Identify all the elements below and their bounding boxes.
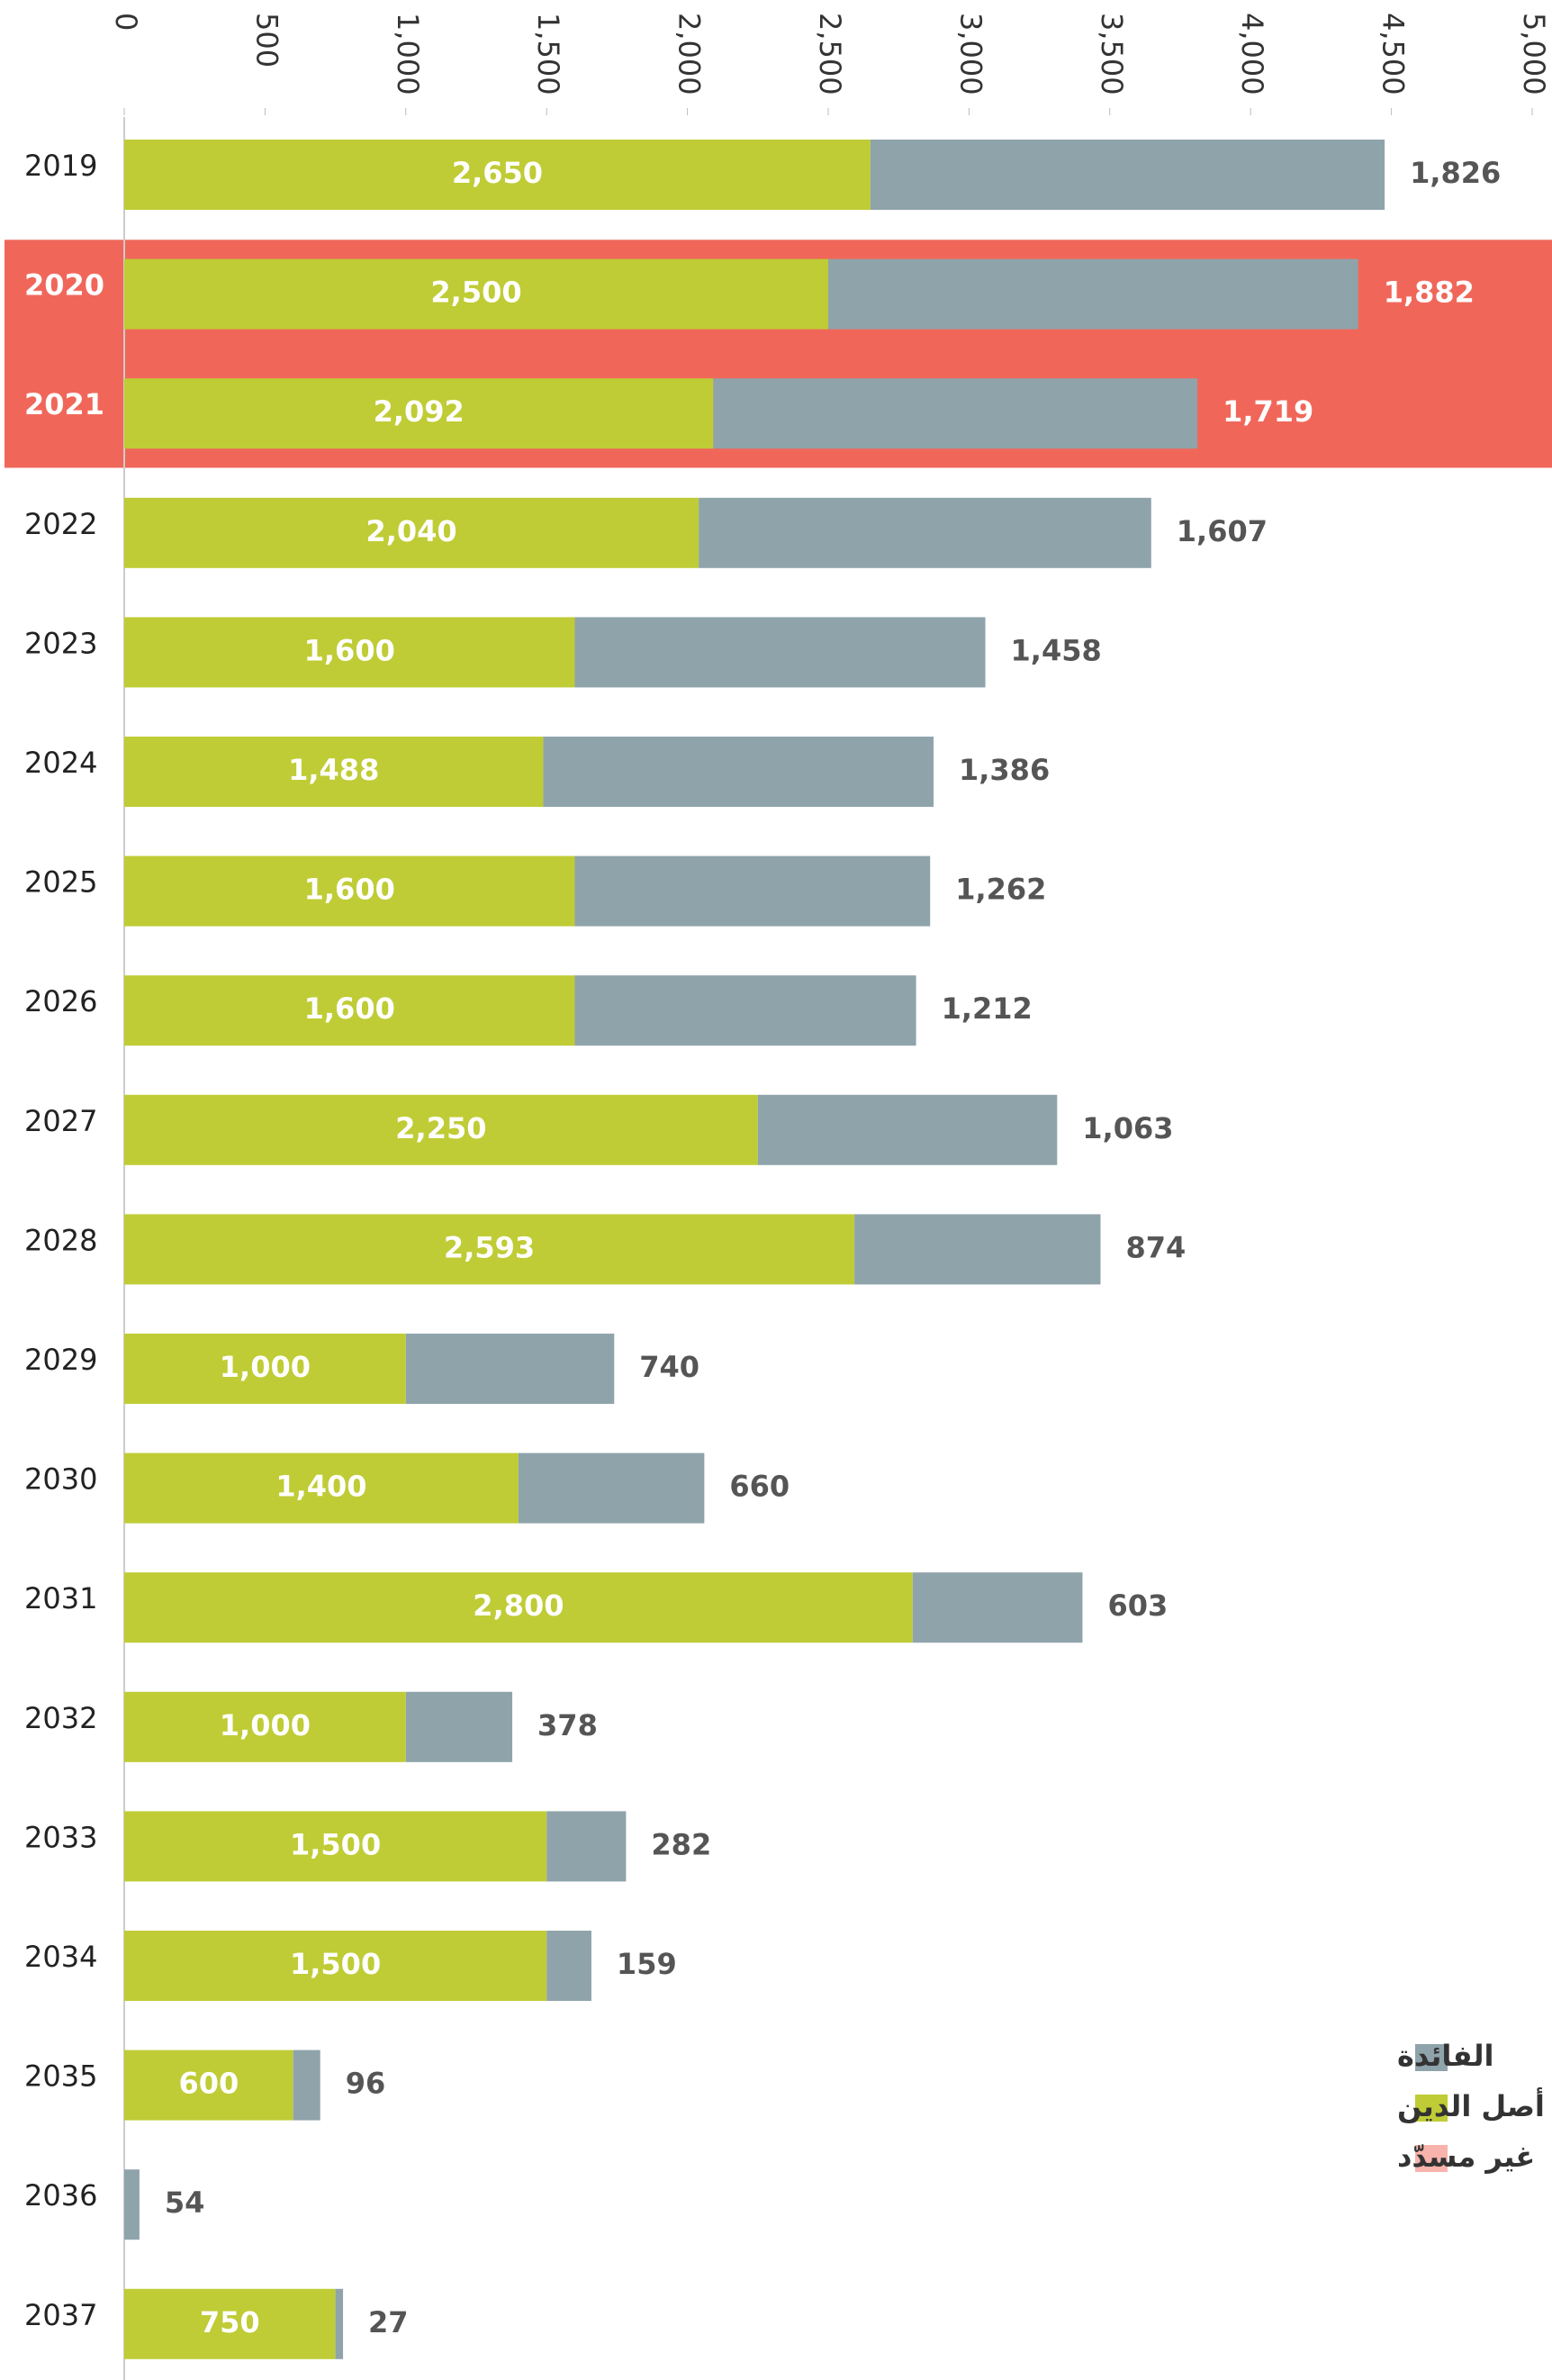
value-label: 2,650 bbox=[452, 156, 543, 190]
value-label: 27 bbox=[368, 2305, 409, 2339]
y-tick-label: 2023 bbox=[24, 626, 97, 660]
value-label: 1,262 bbox=[955, 873, 1046, 907]
bar-segment bbox=[913, 1572, 1083, 1642]
value-label: 1,458 bbox=[1011, 633, 1102, 667]
bar-segment bbox=[406, 1692, 512, 1762]
value-label: 740 bbox=[639, 1350, 699, 1384]
y-tick-label: 2020 bbox=[24, 268, 104, 303]
x-tick-label: 4,500 bbox=[1376, 13, 1411, 95]
bar-segment bbox=[871, 140, 1385, 210]
y-tick-label: 2036 bbox=[24, 2178, 97, 2213]
legend-label: أصل الدين bbox=[1397, 2087, 1545, 2123]
value-label: 96 bbox=[346, 2067, 386, 2101]
value-label: 1,600 bbox=[304, 633, 395, 667]
legend-label: غير مسدّد bbox=[1397, 2140, 1535, 2174]
x-tick-label: 1,500 bbox=[531, 13, 565, 95]
value-label: 159 bbox=[617, 1947, 677, 1981]
bar-segment bbox=[758, 1095, 1058, 1165]
bar-segment bbox=[336, 2289, 343, 2359]
value-label: 1,386 bbox=[959, 753, 1050, 787]
bar-segment bbox=[519, 1453, 704, 1524]
value-label: 2,250 bbox=[395, 1111, 486, 1145]
y-tick-label: 2025 bbox=[24, 865, 97, 900]
y-tick-label: 2031 bbox=[24, 1581, 97, 1615]
value-label: 1,882 bbox=[1384, 276, 1475, 310]
value-label: 1,063 bbox=[1082, 1111, 1173, 1145]
bar-segment bbox=[574, 856, 930, 927]
bar-segment bbox=[543, 737, 934, 807]
y-tick-label: 2019 bbox=[24, 149, 97, 183]
value-label: 2,040 bbox=[365, 514, 456, 548]
y-tick-label: 2028 bbox=[24, 1223, 97, 1257]
value-label: 1,000 bbox=[220, 1350, 311, 1384]
y-tick-label: 2032 bbox=[24, 1701, 97, 1735]
value-label: 1,500 bbox=[290, 1827, 381, 1861]
y-tick-label: 2022 bbox=[24, 507, 97, 541]
value-label: 1,000 bbox=[220, 1708, 311, 1742]
value-label: 378 bbox=[537, 1708, 598, 1742]
bar-segment bbox=[828, 259, 1358, 330]
value-label: 2,593 bbox=[444, 1230, 535, 1264]
value-label: 2,500 bbox=[430, 276, 521, 310]
value-label: 54 bbox=[165, 2185, 205, 2220]
x-tick-label: 3,000 bbox=[953, 13, 988, 95]
x-tick-label: 1,000 bbox=[391, 13, 425, 95]
y-tick-label: 2035 bbox=[24, 2059, 97, 2094]
value-label: 1,607 bbox=[1177, 514, 1268, 548]
value-label: 660 bbox=[729, 1470, 790, 1504]
value-label: 874 bbox=[1125, 1230, 1186, 1264]
x-tick-label: 2,000 bbox=[672, 13, 707, 95]
bar-segment bbox=[124, 2169, 140, 2240]
value-label: 1,600 bbox=[304, 873, 395, 907]
x-tick-label: 5,000 bbox=[1517, 13, 1551, 95]
y-tick-label: 2026 bbox=[24, 984, 97, 1018]
value-label: 1,719 bbox=[1223, 394, 1313, 429]
value-label: 600 bbox=[178, 2067, 239, 2101]
value-label: 1,826 bbox=[1410, 156, 1501, 190]
bar-segment bbox=[546, 1931, 591, 2001]
x-tick-label: 3,500 bbox=[1095, 13, 1129, 95]
bar-segment bbox=[699, 498, 1151, 568]
x-tick-label: 4,000 bbox=[1235, 13, 1269, 95]
chart: 0 500 1,000 1,500 2,000 2,500 3,000 3,500 4,000 4… bbox=[0, 0, 1552, 2380]
x-tick-label: 2,500 bbox=[813, 13, 847, 95]
y-tick-label: 2027 bbox=[24, 1104, 97, 1138]
bar-segment bbox=[546, 1811, 626, 1881]
value-label: 1,400 bbox=[275, 1470, 366, 1504]
value-label: 2,092 bbox=[374, 394, 465, 429]
x-tick-label: 500 bbox=[249, 13, 284, 68]
y-tick-label: 2030 bbox=[24, 1462, 97, 1497]
y-tick-label: 2029 bbox=[24, 1343, 97, 1377]
value-label: 282 bbox=[651, 1827, 711, 1861]
value-label: 1,600 bbox=[304, 991, 395, 1026]
value-label: 750 bbox=[200, 2305, 260, 2339]
bar-segment bbox=[713, 378, 1197, 448]
legend-label: الفائدة bbox=[1397, 2039, 1493, 2073]
y-tick-label: 2034 bbox=[24, 1940, 97, 1974]
x-tick-label: 0 bbox=[109, 13, 143, 31]
bar-segment bbox=[574, 617, 985, 687]
bar-segment bbox=[854, 1214, 1100, 1284]
bar-segment bbox=[293, 2050, 320, 2121]
y-tick-label: 2021 bbox=[24, 387, 104, 421]
value-label: 1,500 bbox=[290, 1947, 381, 1981]
value-label: 603 bbox=[1107, 1588, 1168, 1623]
value-label: 1,488 bbox=[288, 753, 379, 787]
y-tick-label: 2037 bbox=[24, 2298, 97, 2332]
value-label: 2,800 bbox=[473, 1588, 564, 1623]
y-tick-label: 2024 bbox=[24, 746, 97, 780]
value-label: 1,212 bbox=[942, 991, 1033, 1026]
bar-segment bbox=[406, 1334, 614, 1404]
bar-segment bbox=[574, 975, 916, 1045]
y-tick-label: 2033 bbox=[24, 1820, 97, 1854]
